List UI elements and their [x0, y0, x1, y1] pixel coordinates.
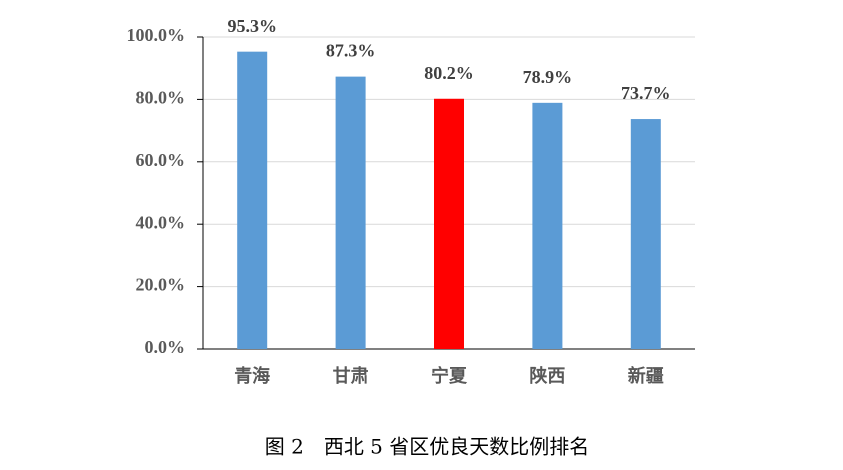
bar	[237, 51, 268, 349]
x-tick-label: 甘肃	[333, 365, 369, 387]
value-label: 73.7%	[621, 83, 671, 103]
value-label: 80.2%	[424, 63, 474, 83]
x-tick-label: 陕西	[529, 365, 565, 387]
y-tick-label: 0.0%	[145, 337, 186, 357]
bar	[335, 76, 366, 350]
y-tick-label: 40.0%	[136, 212, 186, 232]
y-tick-label: 60.0%	[136, 150, 186, 170]
chart-title: 图 2 西北 5 省区优良天数比例排名	[265, 435, 590, 459]
x-tick-label: 宁夏	[431, 365, 468, 387]
x-tick-label: 青海	[234, 365, 270, 387]
value-label: 87.3%	[326, 41, 376, 61]
value-label: 78.9%	[523, 67, 573, 87]
x-tick-label: 新疆	[628, 365, 664, 387]
value-label: 95.3%	[227, 16, 277, 36]
y-tick-label: 20.0%	[136, 275, 186, 295]
bar	[532, 102, 563, 349]
y-tick-label: 100.0%	[127, 25, 186, 45]
bar	[630, 119, 661, 349]
y-tick-label: 80.0%	[136, 88, 186, 108]
bar	[434, 98, 464, 349]
